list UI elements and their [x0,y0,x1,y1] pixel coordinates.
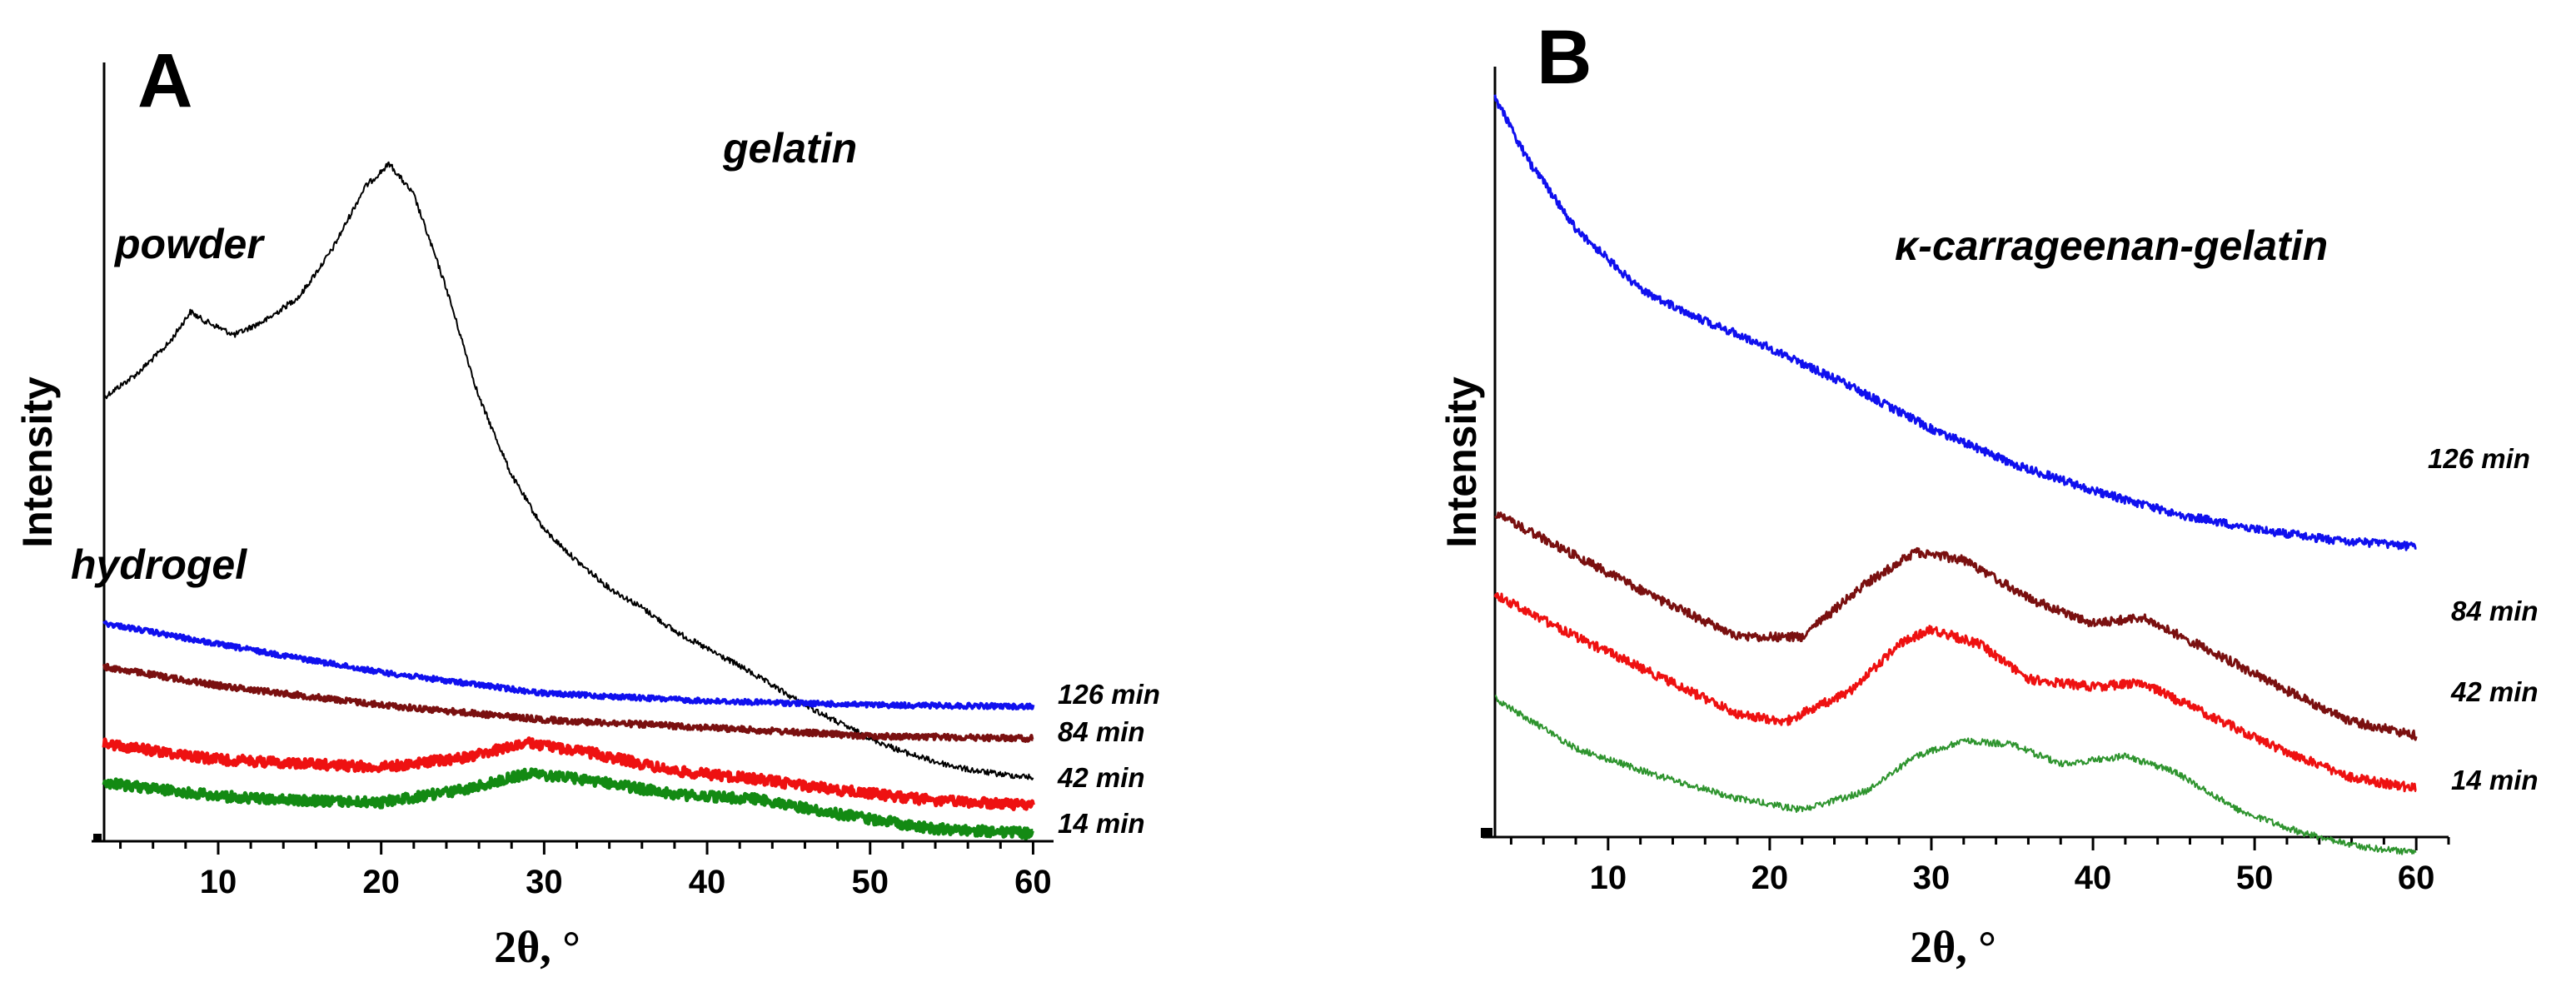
x-tick-label: 10 [200,864,237,900]
x-tick-label: 20 [362,864,400,900]
series-label: 42 min [2450,676,2539,707]
series-126-min-line [102,620,1035,710]
panel-b-letter: B [1537,15,1592,100]
x-tick-label: 60 [1014,864,1052,900]
series-label: 14 min [2451,765,2539,795]
x-tick-label: 40 [2075,860,2112,896]
x-tick-label: 30 [1913,860,1951,896]
series-14-min-line [102,767,1034,840]
panel-b-title: κ-carrageenan-gelatin [1895,222,2328,269]
series-42-min-line [1493,592,2417,793]
panel-a-plot: 10 20 30 40 50 60 126 min 84 min 42 min 14 min [92,62,1160,900]
panel-b-xlabel: 2θ, ° [1910,922,1996,972]
x-tick-label: 40 [689,864,726,900]
series-powder-line [103,161,1034,780]
x-tick-label: 60 [2398,860,2435,896]
series-84-min-line [102,662,1034,743]
panel-a-xlabel: 2θ, ° [494,922,580,972]
series-label: 126 min [1058,679,1160,710]
series-126-min-line [1493,94,2417,551]
panel-a-origin-marker [93,834,102,842]
x-tick-label: 50 [2236,860,2274,896]
series-42-min-line [102,736,1035,811]
hydrogel-annotation: hydrogel [71,541,247,588]
panel-a-letter: A [137,38,192,123]
x-tick-label: 20 [1751,860,1789,896]
panel-b-plot: 10 20 30 40 50 60 126 min 84 min 42 min 14 min [1481,67,2539,896]
panel-a: A gelatin powder hydrogel Intensity 2θ, … [14,38,1160,972]
x-tick-label: 10 [1590,860,1627,896]
x-tick-label: 30 [526,864,563,900]
series-84-min-line [1494,511,2418,741]
panel-a-title: gelatin [722,125,857,172]
powder-annotation: powder [113,221,265,267]
x-tick-label: 50 [851,864,889,900]
series-label: 42 min [1057,762,1145,793]
series-label: 84 min [2451,596,2539,626]
series-label: 126 min [2428,443,2530,474]
series-label: 14 min [1058,808,1145,839]
series-label: 84 min [1058,716,1145,747]
series-14-min-line [1494,695,2417,855]
panel-b-origin-marker [1481,828,1492,838]
panel-b-ylabel: Intensity [1438,376,1485,548]
panel-a-ylabel: Intensity [14,376,61,548]
panel-b: B κ-carrageenan-gelatin Intensity 2θ, ° … [1438,15,2539,972]
